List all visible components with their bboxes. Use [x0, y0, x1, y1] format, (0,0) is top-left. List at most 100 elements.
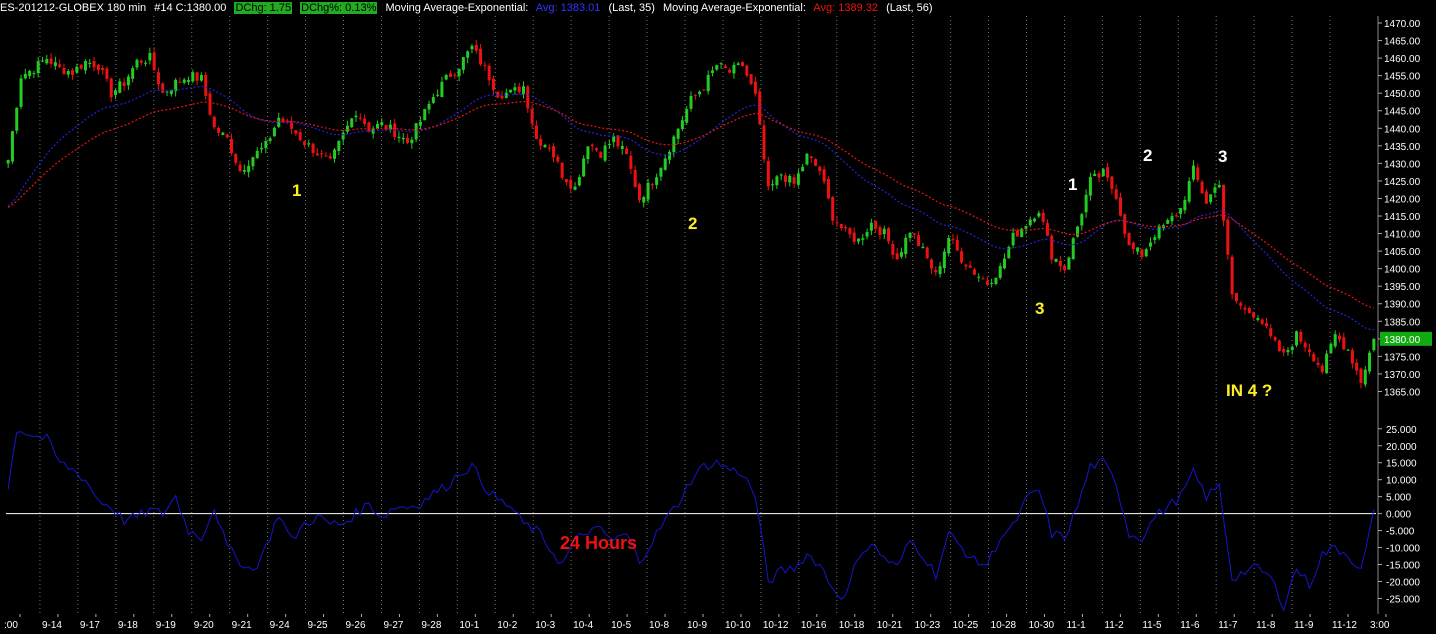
candle-body: [1329, 343, 1333, 354]
candle-body: [517, 86, 521, 93]
price-tick-label: 1395.00: [1384, 282, 1421, 293]
candle-body: [139, 60, 143, 63]
candle-body: [1243, 307, 1247, 310]
candle-body: [1003, 258, 1007, 269]
candle-body: [869, 222, 873, 231]
current-price-label: 1380.00: [1384, 335, 1421, 346]
candle-body: [1166, 219, 1170, 224]
candle-body: [878, 227, 882, 236]
candle-body: [938, 266, 942, 274]
candle-body: [401, 137, 405, 140]
candle-body: [1252, 312, 1256, 318]
candle-body: [960, 251, 964, 263]
x-tick-label: 9-19: [156, 620, 176, 631]
candle-body: [1247, 307, 1251, 314]
candle-body: [178, 81, 182, 83]
candle-body: [912, 233, 916, 235]
candle-body: [487, 65, 491, 81]
candle-body: [865, 232, 869, 237]
candle-body: [994, 277, 998, 284]
candle-body: [161, 83, 165, 93]
candle-body: [710, 70, 714, 73]
candle-body: [1179, 208, 1183, 214]
candle-body: [526, 86, 530, 109]
x-tick-label: 10-12: [763, 620, 789, 631]
candle-body: [831, 197, 835, 221]
grid-lines: [39, 16, 1331, 614]
candle-body: [848, 228, 852, 235]
price-tick-label: 1405.00: [1384, 247, 1421, 258]
candle-body: [1136, 247, 1140, 252]
candle-body: [633, 170, 637, 187]
candle-body: [977, 276, 981, 278]
candle-body: [1101, 169, 1105, 177]
candle-body: [199, 75, 203, 81]
candle-body: [908, 232, 912, 238]
candle-body: [58, 64, 62, 67]
price-tick-label: 1445.00: [1384, 107, 1421, 118]
candle-body: [917, 235, 921, 247]
candle-body: [1368, 352, 1372, 372]
candle-body: [431, 97, 435, 103]
price-tick-label: 1385.00: [1384, 317, 1421, 328]
candle-body: [642, 197, 646, 203]
candle-body: [586, 146, 590, 160]
candle-body: [1312, 354, 1316, 362]
x-tick-label: 9-14: [42, 620, 62, 631]
candle-body: [135, 59, 139, 68]
candle-body: [1359, 368, 1363, 383]
candle-body: [702, 89, 706, 91]
candle-body: [689, 95, 693, 109]
ma2-params: (Last, 56): [886, 2, 933, 14]
ma1-params: (Last, 35): [608, 2, 655, 14]
candle-body: [552, 146, 556, 158]
candle-body: [225, 134, 229, 138]
candle-body: [899, 252, 903, 257]
candle-body: [1264, 323, 1268, 327]
price-tick-label: 1415.00: [1384, 212, 1421, 223]
candle-body: [1157, 225, 1161, 239]
x-tick-label: 9-25: [308, 620, 328, 631]
candle-body: [741, 62, 745, 67]
candle-body: [1028, 219, 1032, 226]
ma2-label: Moving Average-Exponential:: [663, 2, 806, 14]
candle-body: [861, 238, 865, 240]
candle-body: [1088, 176, 1092, 196]
candle-body: [388, 124, 392, 130]
candle-body: [10, 131, 14, 162]
candle-body: [1273, 337, 1277, 341]
candle-body: [255, 150, 259, 159]
osc-tick-label: -15.000: [1386, 561, 1420, 572]
candle-body: [732, 64, 736, 74]
candle-body: [1350, 350, 1354, 364]
oscillator-axis: 25.000 20.000 15.000 10.000 5.000 0.000 -5.000…: [1378, 425, 1420, 605]
candle-body: [324, 155, 328, 157]
candle-body: [929, 259, 934, 269]
candle-body: [1277, 340, 1281, 352]
candle-body: [650, 184, 654, 186]
price-tick-label: 1465.00: [1384, 37, 1421, 48]
candle-body: [427, 103, 431, 110]
candle-body: [320, 153, 324, 155]
oscillator-title: 24 Hours: [560, 533, 637, 553]
price-axis: 1470.00 1465.00 1460.00 1455.00 1450.00 1445.…: [1377, 16, 1432, 614]
candle-body: [333, 149, 337, 159]
candle-body: [809, 156, 813, 159]
candle-body: [79, 64, 83, 69]
price-tick-label: 1435.00: [1384, 142, 1421, 153]
candle-body: [1325, 353, 1329, 374]
candle-body: [762, 125, 766, 160]
candle-body: [32, 73, 36, 75]
candle-body: [491, 78, 495, 90]
candle-body: [801, 166, 805, 172]
candle-body: [951, 239, 955, 241]
candle-body: [835, 222, 839, 224]
candle-body: [1204, 191, 1208, 204]
wave-label-white-3: 3: [1218, 147, 1227, 166]
x-tick-label: 10-9: [687, 620, 707, 631]
price-tick-label: 1420.00: [1384, 194, 1421, 205]
x-tick-label: 10-16: [801, 620, 827, 631]
candle-body: [448, 73, 453, 77]
candle-body: [504, 92, 508, 98]
